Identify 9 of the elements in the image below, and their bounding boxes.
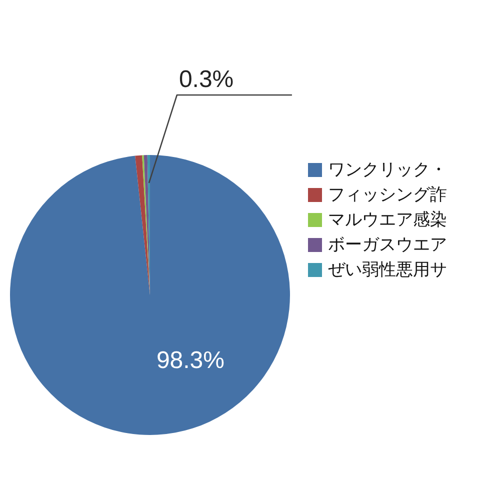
- pie-slice: [135, 155, 150, 295]
- pie-slice: [10, 155, 290, 435]
- legend-label: フィッシング詐: [328, 185, 447, 205]
- legend-label: マルウエア感染: [328, 210, 447, 230]
- legend-label: ボーガスウエア: [328, 235, 447, 255]
- data-label: 0.3%: [178, 66, 234, 93]
- data-label: 98.3%: [156, 347, 224, 374]
- legend-label: ワンクリック・: [328, 160, 447, 180]
- legend-label: ぜい弱性悪用サ: [328, 260, 447, 280]
